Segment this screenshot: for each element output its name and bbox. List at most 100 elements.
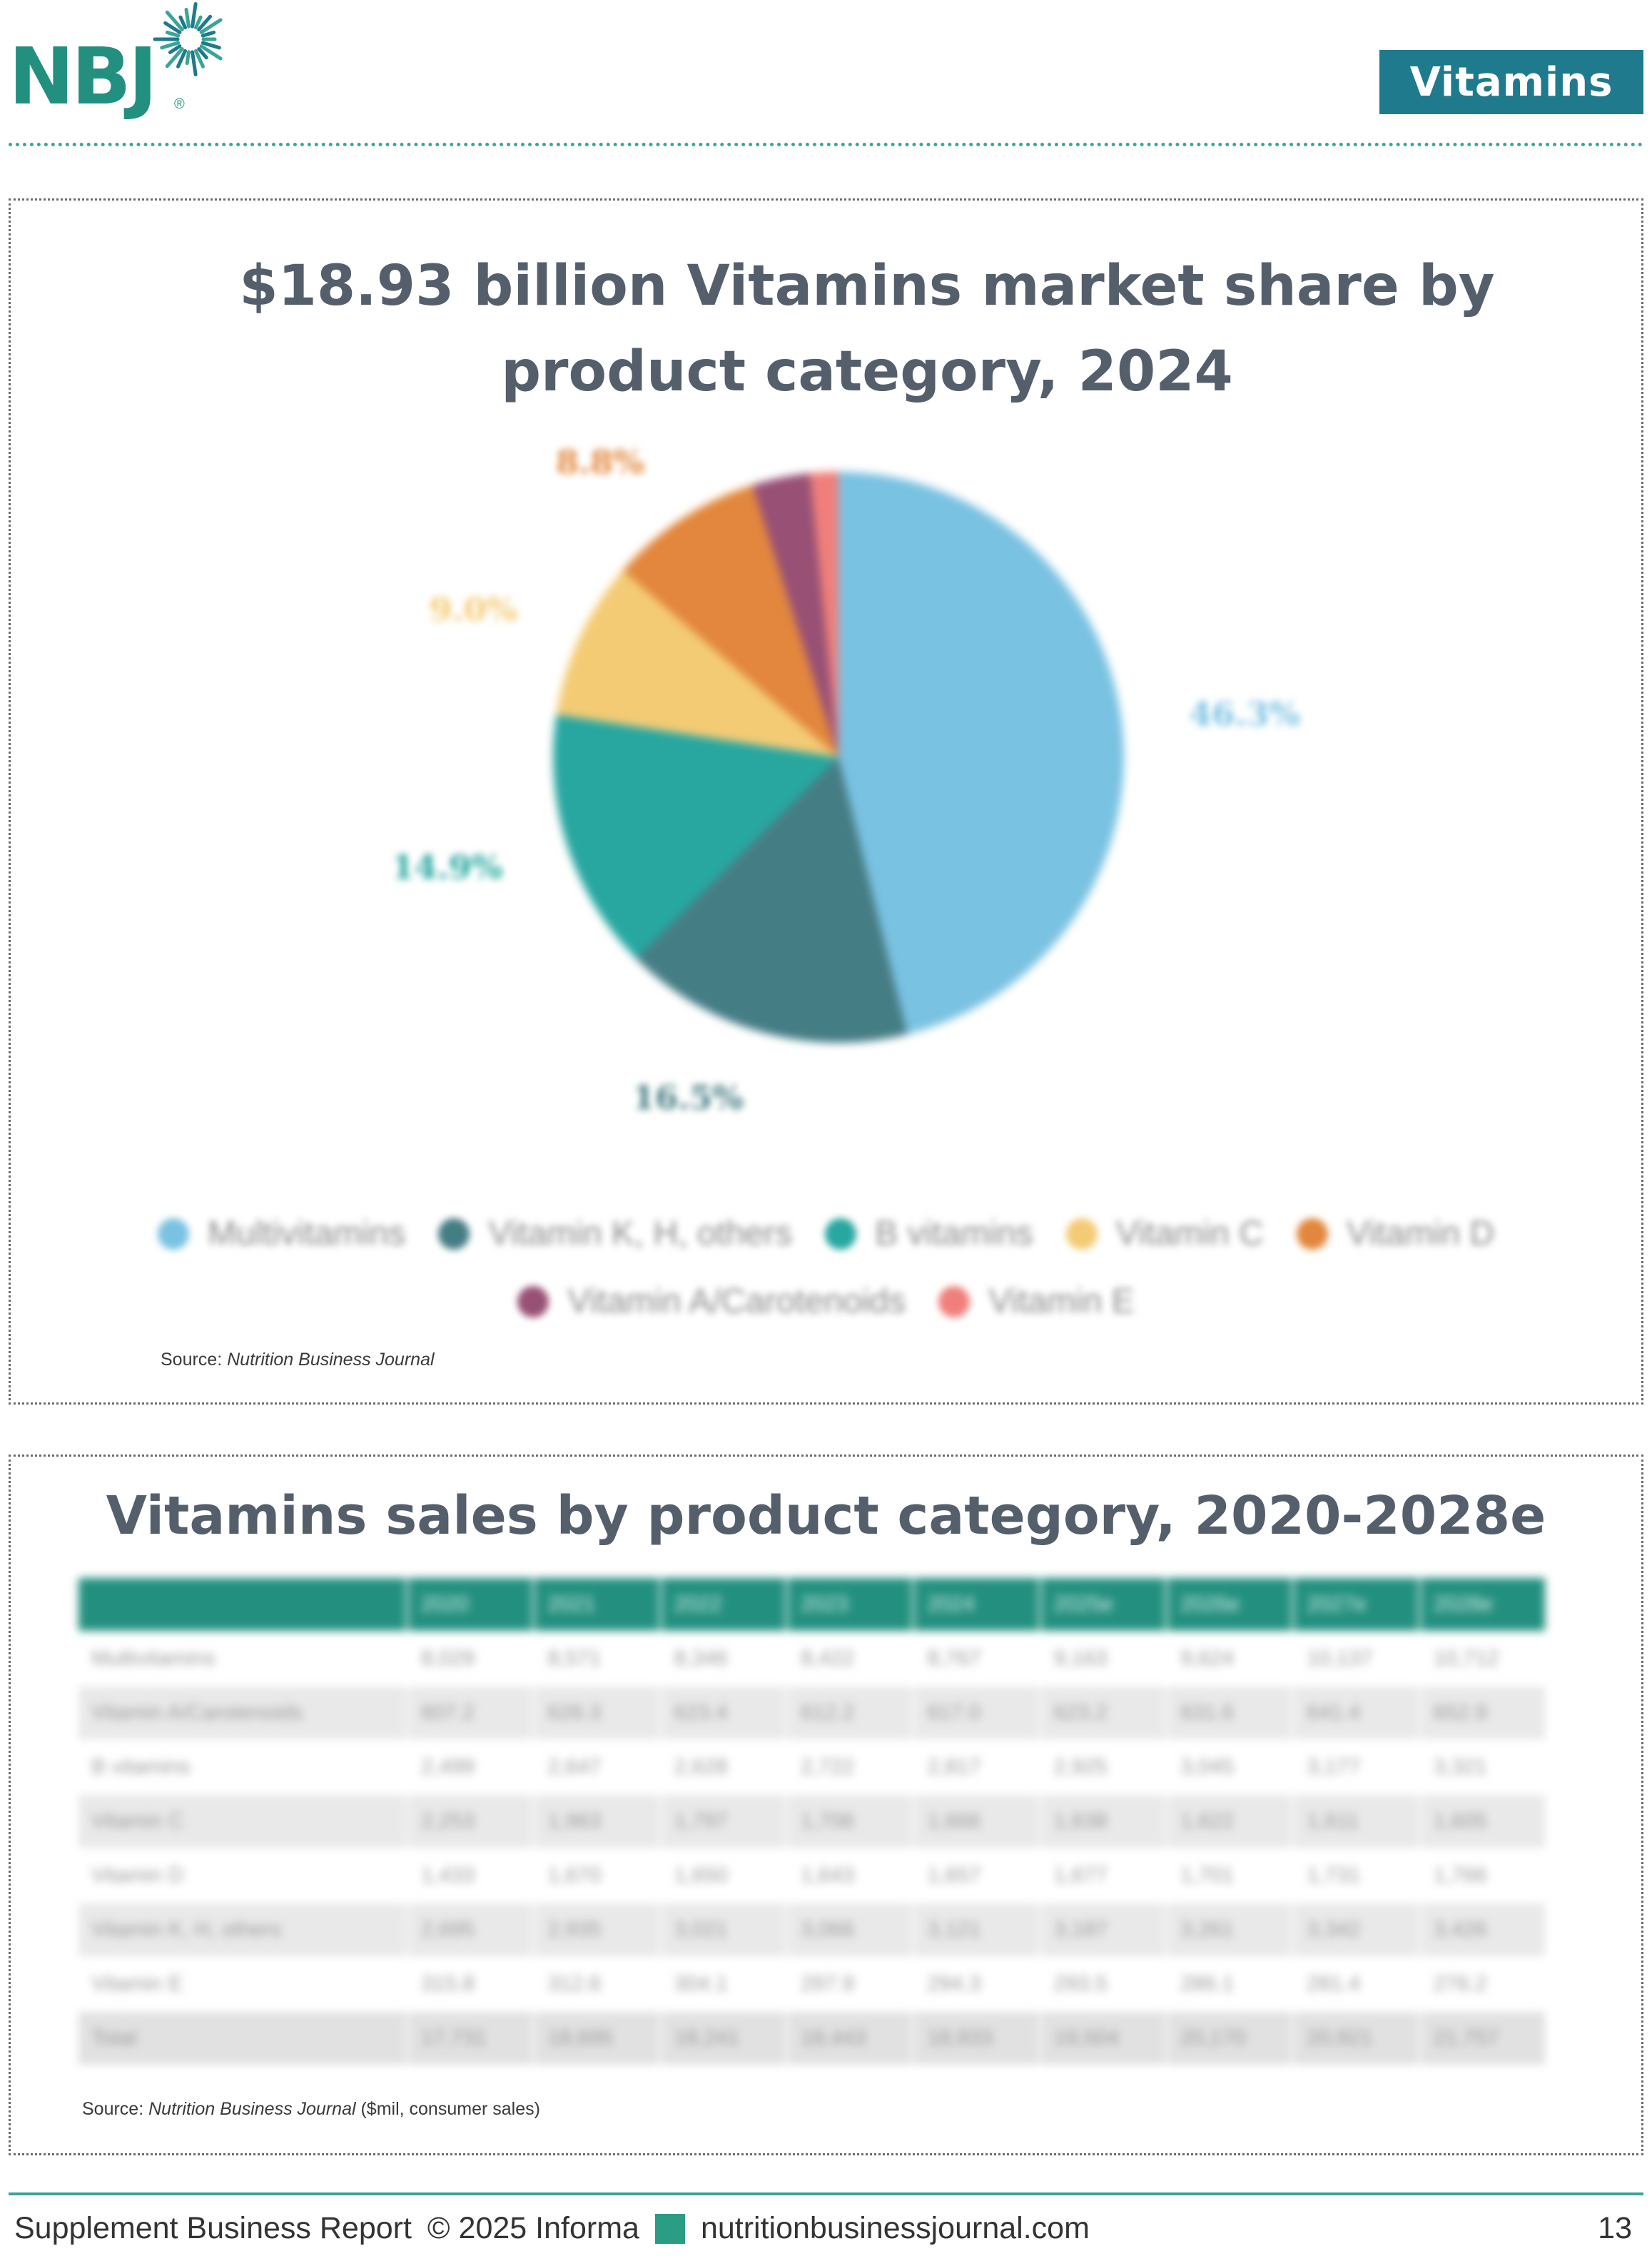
pie-chart-title: $18.93 billion Vitamins market share by … bbox=[225, 243, 1509, 415]
footer-site-link[interactable]: nutritionbusinessjournal.com bbox=[700, 2211, 1090, 2245]
table-cell: 3,121 bbox=[913, 1902, 1041, 1957]
footer-report: Supplement Business Report bbox=[14, 2211, 412, 2245]
page-number: 13 bbox=[1598, 2211, 1632, 2245]
table-header-cell: 2020 bbox=[407, 1578, 535, 1632]
table-cell: 293.5 bbox=[1040, 1956, 1167, 2011]
legend-row: Multivitamins Vitamin K, H, others B vitam… bbox=[11, 1214, 1641, 1253]
table-cell: 294.3 bbox=[913, 1956, 1041, 2011]
starburst-ray bbox=[184, 7, 191, 29]
table-cell: B vitamins bbox=[78, 1739, 408, 1794]
table-cell: 21,757 bbox=[1419, 2010, 1548, 2065]
pie-source-note: Source: Nutrition Business Journal bbox=[161, 1350, 435, 1370]
table-cell: 1,677 bbox=[1040, 1848, 1167, 1903]
pie-slice bbox=[636, 757, 908, 1043]
sales-table: 2020 2021 2022 2023 2024 2025e 2026e 2027e 2028e… bbox=[78, 1578, 1548, 2065]
source-name: Nutrition Business Journal bbox=[227, 1350, 435, 1370]
starburst-ray bbox=[165, 47, 184, 69]
table-cell: 1,643 bbox=[786, 1848, 915, 1903]
table-cell: 2,647 bbox=[533, 1739, 662, 1794]
starburst-icon bbox=[153, 2, 223, 76]
legend-label: Vitamin E bbox=[988, 1283, 1135, 1320]
source-name: Nutrition Business Journal bbox=[148, 2099, 356, 2119]
table-cell: 8,346 bbox=[660, 1631, 788, 1686]
table-cell: 3,021 bbox=[660, 1902, 788, 1957]
table-cell: 641.4 bbox=[1292, 1685, 1421, 1740]
table-cell: 2,722 bbox=[786, 1739, 915, 1794]
legend-row: Vitamin A/Carotenoids Vitamin E bbox=[11, 1282, 1641, 1321]
legend-item: Vitamin E bbox=[938, 1282, 1135, 1321]
legend-item: Multivitamins bbox=[157, 1214, 405, 1253]
pie-slice bbox=[752, 473, 838, 757]
leaf-icon bbox=[654, 2213, 685, 2244]
table-cell: 2,253 bbox=[407, 1794, 535, 1848]
table-cell: 2,499 bbox=[407, 1739, 535, 1794]
starburst-ray bbox=[191, 2, 198, 29]
table-header-row: 2020 2021 2022 2023 2024 2025e 2026e 2027e 2028e bbox=[78, 1578, 1548, 1632]
pie-slice-label: 8.8% bbox=[556, 442, 644, 481]
starburst-ray bbox=[201, 41, 221, 50]
source-prefix: Source: bbox=[82, 2099, 149, 2119]
pie-slice-label: 46.3% bbox=[1189, 695, 1300, 734]
legend-label: Vitamin C bbox=[1115, 1215, 1264, 1253]
table-cell: 3,321 bbox=[1419, 1739, 1548, 1794]
header-divider bbox=[9, 143, 1643, 146]
table-panel: Vitamins sales by product category, 2020… bbox=[9, 1455, 1643, 2155]
table-cell: 281.4 bbox=[1292, 1956, 1421, 2011]
table-cell: 1,731 bbox=[1292, 1848, 1421, 1903]
pie-title-line1: $18.93 billion Vitamins market share by bbox=[239, 254, 1495, 318]
page-header: NBJ ® Vitamins bbox=[0, 0, 1652, 150]
table-cell: 19,504 bbox=[1040, 2010, 1167, 2065]
page-footer: Supplement Business Report © 2025 Inform… bbox=[14, 2211, 1090, 2246]
legend-label: Vitamin A/Carotenoids bbox=[567, 1283, 906, 1320]
starburst-ray bbox=[201, 30, 216, 38]
table-cell: 3,342 bbox=[1292, 1902, 1421, 1957]
table-cell: 9,624 bbox=[1166, 1631, 1294, 1686]
table-cell: 626.3 bbox=[533, 1685, 662, 1740]
table-cell: 3,177 bbox=[1292, 1739, 1421, 1794]
starburst-ray bbox=[165, 30, 181, 38]
table-cell: 2,628 bbox=[660, 1739, 788, 1794]
table-cell: Vitamin K, H, others bbox=[78, 1902, 408, 1957]
starburst-ray bbox=[178, 15, 188, 30]
starburst-ray bbox=[165, 10, 184, 31]
table-header-cell bbox=[78, 1578, 408, 1632]
table-cell: 304.1 bbox=[660, 1956, 788, 2011]
table-cell: 8,422 bbox=[786, 1631, 915, 1686]
table-cell: 286.1 bbox=[1166, 1956, 1294, 2011]
table-header-cell: 2021 bbox=[533, 1578, 662, 1632]
legend-label: B vitamins bbox=[875, 1215, 1033, 1253]
table-cell: 607.2 bbox=[407, 1685, 535, 1740]
table-cell: 1,638 bbox=[1040, 1794, 1167, 1848]
table-cell: 10,137 bbox=[1292, 1631, 1421, 1686]
pie-slice-label: 9.0% bbox=[430, 590, 518, 629]
table-cell: 3,261 bbox=[1166, 1902, 1294, 1957]
table-cell: 20,170 bbox=[1166, 2010, 1294, 2065]
pie-slice bbox=[556, 570, 838, 757]
legend-swatch bbox=[1065, 1218, 1098, 1250]
table-row: Vitamin D 1,433 1,670 1,650 1,643 1,657 1,677 1… bbox=[78, 1848, 1548, 1903]
starburst-ray bbox=[160, 41, 181, 50]
table-cell: Vitamin E bbox=[78, 1956, 408, 2011]
starburst-ray bbox=[197, 47, 208, 60]
pie-chart-panel: $18.93 billion Vitamins market share by … bbox=[9, 198, 1643, 1405]
table-cell: Vitamin A/Carotenoids bbox=[78, 1685, 408, 1740]
table-cell: Multivitamins bbox=[78, 1631, 408, 1686]
table-cell: 2,925 bbox=[1040, 1739, 1167, 1794]
table-header-cell: 2023 bbox=[786, 1578, 915, 1632]
table-cell: 8,767 bbox=[913, 1631, 1041, 1686]
footer-copyright: © 2025 Informa bbox=[427, 2211, 639, 2245]
table-header-cell: 2022 bbox=[660, 1578, 788, 1632]
table-cell: 3,426 bbox=[1419, 1902, 1548, 1957]
table-cell: 623.2 bbox=[1040, 1685, 1167, 1740]
legend-label: Vitamin D bbox=[1346, 1215, 1495, 1253]
table-cell: 8,571 bbox=[533, 1631, 662, 1686]
starburst-ray bbox=[176, 49, 188, 69]
table-cell: Vitamin D bbox=[78, 1848, 408, 1903]
table-cell: 18,443 bbox=[786, 2010, 915, 2065]
table-cell: 1,766 bbox=[1419, 1848, 1548, 1903]
table-row: B vitamins 2,499 2,647 2,628 2,722 2,817 2,925… bbox=[78, 1739, 1548, 1794]
table-cell: 1,797 bbox=[660, 1794, 788, 1848]
table-cell: 1,670 bbox=[533, 1848, 662, 1903]
registered-mark: ® bbox=[174, 96, 185, 112]
pie-chart: 46.3%16.5%14.9%9.0%8.8%3.3%1.6% bbox=[392, 442, 1300, 1116]
